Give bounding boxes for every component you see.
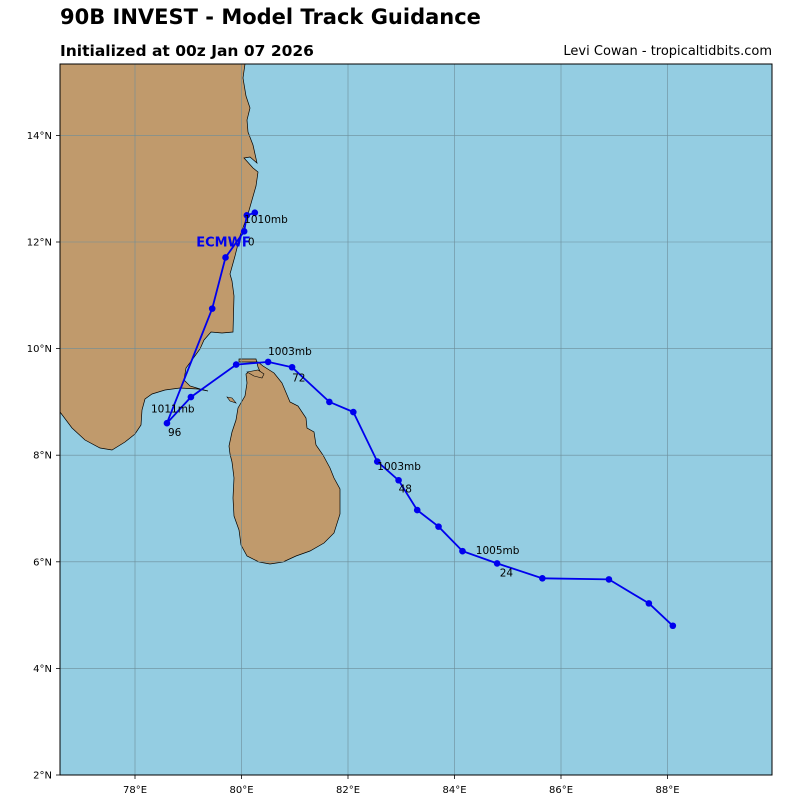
land-islet xyxy=(226,396,237,404)
track-point xyxy=(413,506,421,514)
lon-tick-label: 82°E xyxy=(336,785,360,796)
track-point xyxy=(163,419,171,427)
track-point xyxy=(395,476,402,484)
land-mannar xyxy=(246,369,265,379)
init-time-subtitle: Initialized at 00z Jan 07 2026 xyxy=(60,42,314,60)
track-annotation: 1003mb xyxy=(377,461,421,473)
track-point xyxy=(243,212,251,219)
track-line xyxy=(166,211,674,627)
track-annotation: 1003mb xyxy=(268,346,312,358)
lat-tick-label: 10°N xyxy=(27,344,52,355)
credit-text: Levi Cowan - tropicaltidbits.com xyxy=(563,44,772,59)
track-point xyxy=(288,363,296,371)
track-point xyxy=(669,622,677,630)
track-point xyxy=(435,523,442,530)
track-point xyxy=(222,254,229,261)
track-point xyxy=(264,358,272,366)
lat-tick-label: 4°N xyxy=(33,664,52,675)
track-point xyxy=(251,209,259,216)
lon-tick-label: 88°E xyxy=(655,785,679,796)
track-point xyxy=(459,547,466,555)
track-annotation: 0 xyxy=(248,237,255,249)
lat-tick-label: 12°N xyxy=(27,238,52,249)
lon-tick-label: 86°E xyxy=(549,785,573,796)
lat-tick-label: 6°N xyxy=(33,557,52,568)
track-point xyxy=(645,600,653,607)
lon-tick-label: 78°E xyxy=(123,785,147,796)
track-annotation: 24 xyxy=(500,568,514,580)
track-point xyxy=(208,305,216,312)
track-annotation: 96 xyxy=(168,427,182,439)
track-annotation: 48 xyxy=(399,484,412,496)
track-point xyxy=(373,458,381,465)
model-label: ECMWF xyxy=(196,235,251,250)
track-point xyxy=(539,575,546,582)
map-frame xyxy=(59,63,773,776)
track-point xyxy=(350,408,357,416)
track-annotation: 1011mb xyxy=(151,404,195,416)
lat-tick-label: 14°N xyxy=(27,131,52,142)
track-point xyxy=(187,393,195,401)
track-point xyxy=(605,576,613,583)
page-title: 90B INVEST - Model Track Guidance xyxy=(60,5,481,29)
track-point xyxy=(232,361,240,368)
track-point xyxy=(240,228,248,235)
track-annotation: 1005mb xyxy=(476,545,520,557)
track-point xyxy=(493,560,501,567)
lat-tick-label: 2°N xyxy=(33,771,52,782)
lon-tick-label: 84°E xyxy=(442,785,466,796)
lon-tick-label: 80°E xyxy=(229,785,253,796)
track-point xyxy=(326,398,333,406)
track-annotation: 72 xyxy=(292,373,305,385)
land-india xyxy=(59,63,259,451)
lat-tick-label: 8°N xyxy=(33,451,52,462)
track-annotation: 1010mb xyxy=(244,214,288,226)
